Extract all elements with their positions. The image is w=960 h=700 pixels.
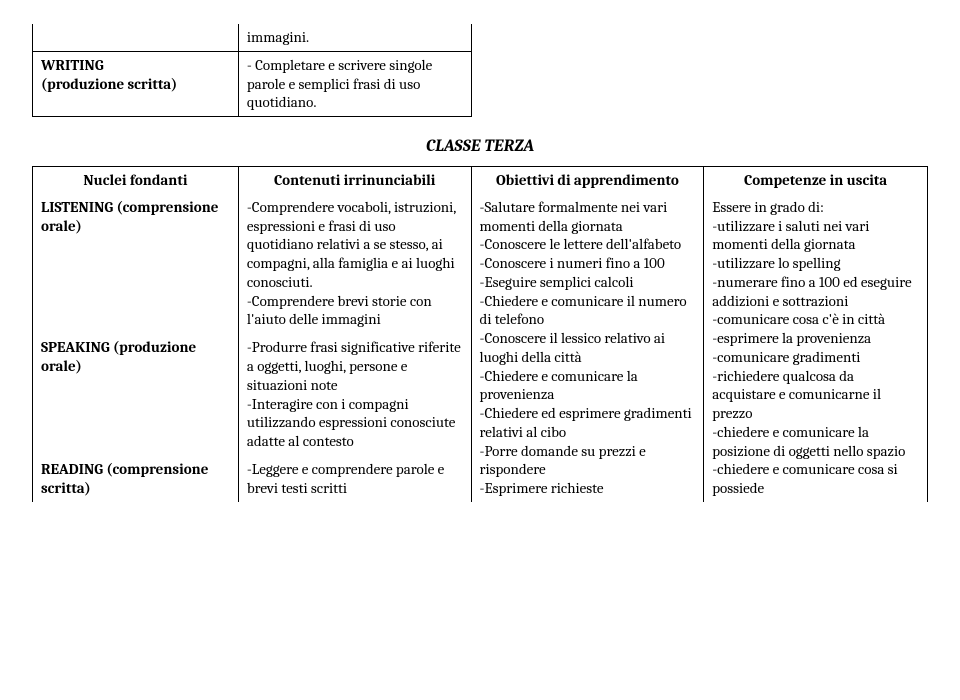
c1-listening: LISTENING (comprensione orale): [33, 194, 239, 335]
c2-listening: -Comprendere vocaboli, istruzioni, espre…: [238, 194, 471, 335]
hdr-col3: Obiettivi di apprendimento: [471, 167, 704, 194]
top-table: immagini. WRITING (produzione scritta) -…: [32, 24, 928, 117]
section-title: CLASSE TERZA: [32, 117, 928, 166]
top-r2-c1: WRITING (produzione scritta): [33, 51, 239, 116]
top-r2-c2: - Completare e scrivere singole parole e…: [238, 51, 471, 116]
hdr-col1: Nuclei fondanti: [33, 167, 239, 194]
hdr-col4: Competenze in uscita: [704, 167, 928, 194]
table-row: immagini.: [33, 24, 928, 51]
hdr-col2: Contenuti irrinunciabili: [238, 167, 471, 194]
c3-merged: -Salutare formalmente nei vari momenti d…: [471, 194, 704, 502]
top-r1-c2: immagini.: [238, 24, 471, 51]
top-r1-c1: [33, 24, 239, 51]
table-row: LISTENING (comprensione orale) -Comprend…: [33, 194, 928, 335]
header-row: Nuclei fondanti Contenuti irrinunciabili…: [33, 167, 928, 194]
main-table: Nuclei fondanti Contenuti irrinunciabili…: [32, 166, 928, 502]
table-row: WRITING (produzione scritta) - Completar…: [33, 51, 928, 116]
c1-speaking: SPEAKING (produzione orale): [33, 334, 239, 456]
c1-reading: READING (comprensione scritta): [33, 456, 239, 502]
c4-merged: Essere in grado di: -utilizzare i saluti…: [704, 194, 928, 502]
c2-speaking: -Produrre frasi significative riferite a…: [238, 334, 471, 456]
c2-reading: -Leggere e comprendere parole e brevi te…: [238, 456, 471, 502]
